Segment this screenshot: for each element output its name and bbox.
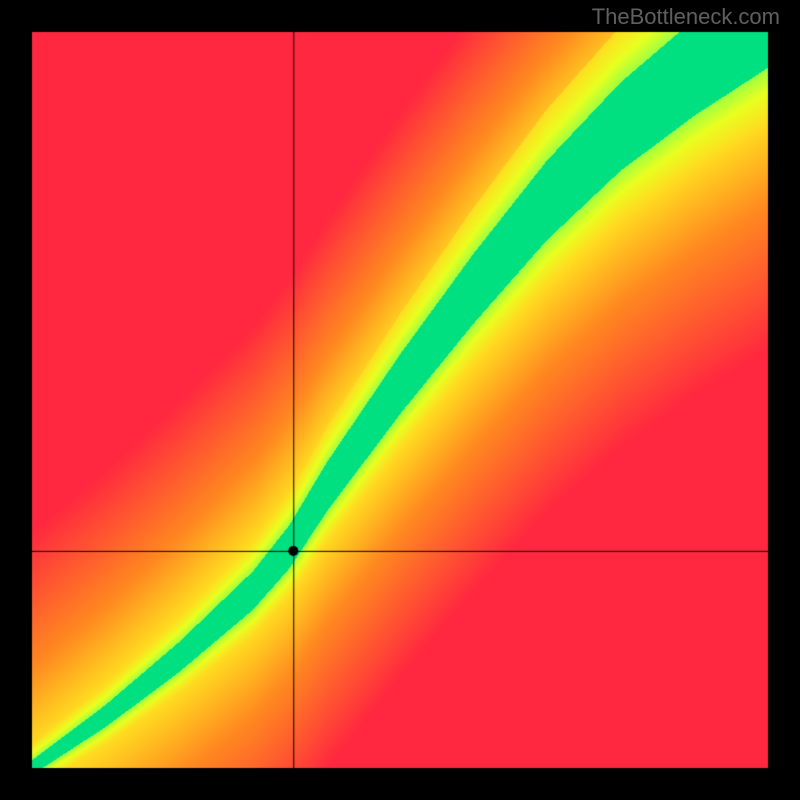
chart-container: TheBottleneck.com — [0, 0, 800, 800]
bottleneck-heatmap — [0, 0, 800, 800]
watermark-text: TheBottleneck.com — [592, 4, 780, 30]
